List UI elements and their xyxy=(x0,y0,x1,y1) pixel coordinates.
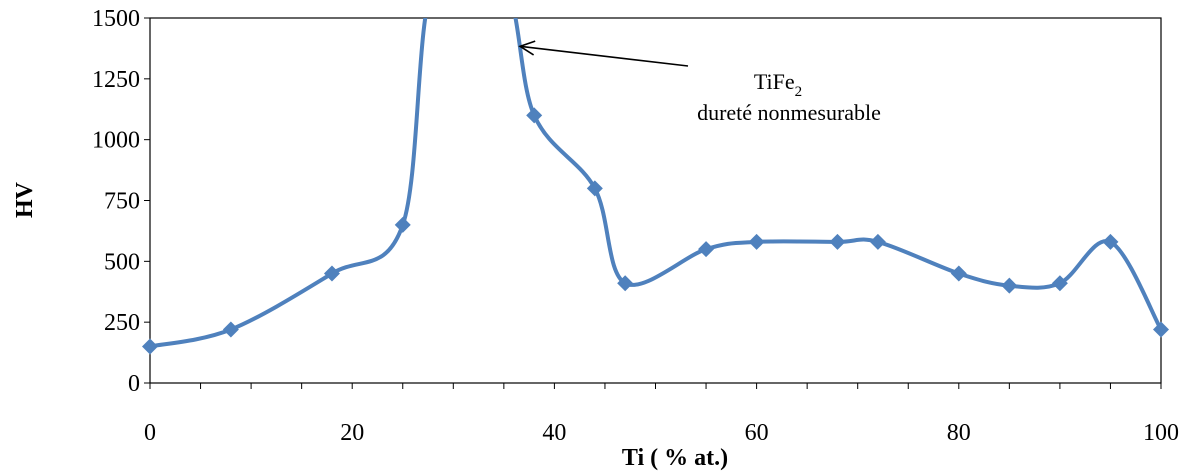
x-axis-title: Ti ( % at.) xyxy=(622,445,728,471)
y-tick-label: 250 xyxy=(104,310,140,336)
y-axis-title: HV xyxy=(12,181,38,218)
data-marker xyxy=(1001,277,1018,294)
y-tick-label: 1000 xyxy=(92,128,140,154)
data-marker xyxy=(526,107,543,124)
x-tick-label: 80 xyxy=(947,420,971,446)
annotation-title-subscript: 2 xyxy=(795,84,803,100)
data-marker xyxy=(222,321,239,338)
data-marker xyxy=(394,216,411,233)
data-marker xyxy=(1102,233,1119,250)
data-marker xyxy=(829,233,846,250)
x-tick-label: 20 xyxy=(340,420,364,446)
annotation-title-base: TiFe xyxy=(754,69,795,94)
y-tick-label: 500 xyxy=(104,249,140,275)
y-tick-label: 1500 xyxy=(92,6,140,32)
x-tick-label: 60 xyxy=(745,420,769,446)
y-tick-labels: 0 250 500 750 1000 1250 1500 xyxy=(92,6,140,397)
data-marker xyxy=(323,265,340,282)
data-marker xyxy=(869,233,886,250)
axis-ticks xyxy=(144,17,1162,389)
data-marker xyxy=(586,180,603,197)
data-marker xyxy=(1051,275,1068,292)
annotation: TiFe2 dureté nonmesurable xyxy=(518,40,881,125)
annotation-arrowhead xyxy=(518,40,536,56)
annotation-arrow xyxy=(519,45,689,67)
data-marker xyxy=(950,265,967,282)
data-markers xyxy=(142,107,1169,355)
x-tick-labels: 0 20 40 60 80 100 xyxy=(144,420,1179,446)
y-tick-label: 0 xyxy=(128,371,140,397)
y-tick-label: 1250 xyxy=(92,67,140,93)
data-marker xyxy=(617,275,634,292)
y-tick-label: 750 xyxy=(104,189,140,215)
plot-area xyxy=(149,17,1162,384)
data-marker xyxy=(748,233,765,250)
annotation-subtitle: dureté nonmesurable xyxy=(697,100,881,125)
data-marker xyxy=(698,241,715,258)
data-marker xyxy=(142,338,158,355)
annotation-title: TiFe2 xyxy=(754,69,802,100)
data-marker xyxy=(1153,321,1169,338)
x-tick-label: 0 xyxy=(144,420,156,446)
x-tick-label: 100 xyxy=(1143,420,1179,446)
x-tick-label: 40 xyxy=(542,420,566,446)
